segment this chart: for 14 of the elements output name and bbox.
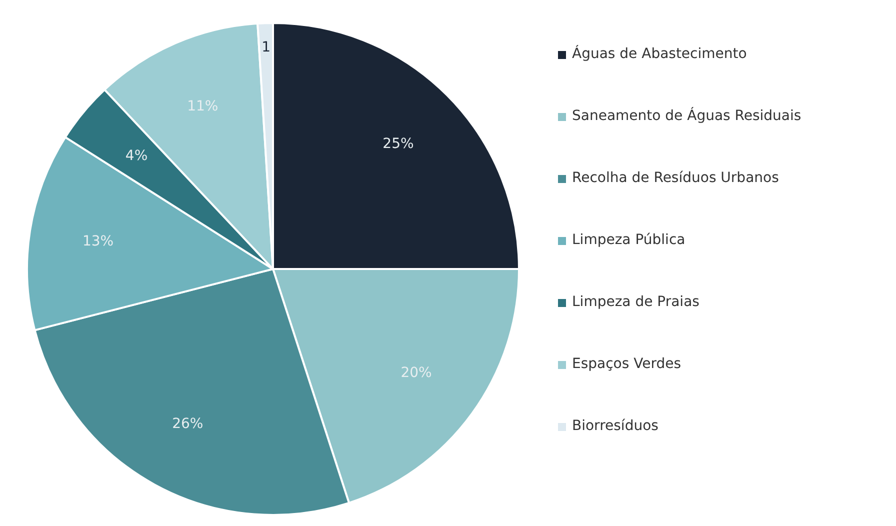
legend-label: Saneamento de Águas Residuais [572,108,802,124]
legend-label: Biorresíduos [572,418,660,434]
data-label: 25% [382,136,414,152]
legend-label: Limpeza Pública [572,232,686,248]
legend-label: Recolha de Resíduos Urbanos [572,170,780,186]
data-label: 1 [262,40,271,56]
data-label: 4% [125,148,148,164]
legend-label: Espaços Verdes [572,356,682,372]
data-label: 13% [82,233,114,250]
data-label: 11% [187,98,218,114]
legend-label: Águas de Abastecimento [572,46,748,62]
legend-label: Limpeza de Praias [572,294,700,310]
data-label: 26% [172,416,204,432]
data-label: 20% [400,365,432,382]
